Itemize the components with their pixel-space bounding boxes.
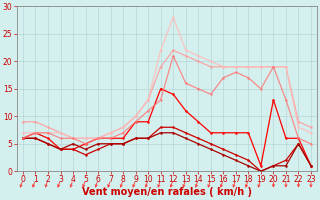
X-axis label: Vent moyen/en rafales ( km/h ): Vent moyen/en rafales ( km/h ) (82, 187, 252, 197)
